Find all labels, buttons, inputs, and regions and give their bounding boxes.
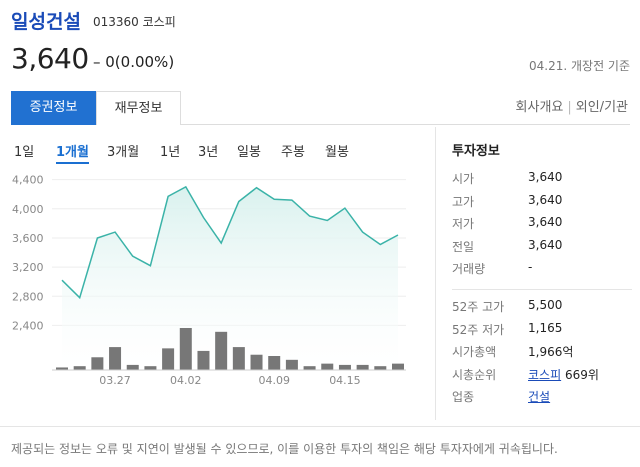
period-1m[interactable]: 1개월	[56, 141, 89, 164]
info-label: 시총순위	[452, 367, 497, 382]
y-axis-ticks: 4,400 4,000 3,600 3,200 2,800 2,400	[12, 174, 44, 333]
volume-bar	[232, 347, 245, 370]
x-tick-label: 03.27	[99, 374, 131, 387]
info-label: 거래량	[452, 262, 486, 277]
volume-bar	[126, 364, 139, 370]
company-overview-link[interactable]: 회사개요	[515, 100, 564, 115]
volume-bar	[144, 366, 157, 370]
info-label: 52주 고가	[452, 299, 505, 314]
tab-financial-info[interactable]: 재무정보	[96, 91, 181, 125]
industry-link[interactable]: 건설	[528, 390, 551, 405]
stock-code: 013360 코스피	[93, 13, 176, 30]
y-tick-label: 3,600	[12, 232, 44, 245]
investment-info-title: 투자정보	[452, 144, 500, 159]
volume-bar	[56, 367, 68, 370]
separator: |	[567, 100, 572, 115]
period-1d[interactable]: 1일	[14, 145, 35, 160]
info-row-high: 고가 3,640	[452, 193, 632, 216]
period-3m[interactable]: 3개월	[107, 145, 140, 160]
stock-code-number: 013360	[93, 15, 139, 29]
investment-info: 투자정보 시가 3,640 고가 3,640 저가 3,640 전일 3,640 거래량…	[452, 140, 632, 411]
y-tick-label: 4,400	[12, 174, 44, 187]
volume-bar	[338, 364, 351, 370]
info-value: -	[528, 260, 533, 275]
x-tick-label: 04.15	[329, 374, 361, 387]
info-value: 1,966억	[528, 345, 574, 360]
current-price: 3,640	[11, 42, 89, 75]
info-row-52w-low: 52주 저가 1,165	[452, 321, 632, 344]
date-note: 04.21. 개장전 기준	[529, 59, 630, 73]
info-label: 저가	[452, 217, 475, 232]
foreign-institution-link[interactable]: 외인/기관	[575, 100, 628, 115]
volume-bar	[91, 357, 104, 370]
volume-bars	[56, 328, 404, 370]
volume-bar	[250, 354, 263, 370]
volume-bar	[109, 347, 122, 370]
period-3y[interactable]: 3년	[198, 145, 219, 160]
volume-bar	[179, 328, 192, 370]
info-label: 시가총액	[452, 345, 497, 360]
stock-name: 일성건설	[11, 11, 81, 33]
y-tick-label: 2,400	[12, 319, 44, 332]
info-label: 고가	[452, 194, 475, 209]
info-row-industry: 업종 건설	[452, 388, 632, 411]
info-row-open: 시가 3,640	[452, 170, 632, 193]
x-axis-ticks: 03.27 04.02 04.09 04.15	[99, 374, 360, 387]
price-chart: 4,400 4,000 3,600 3,200 2,800 2,400 03.27 04.0…	[12, 174, 406, 387]
price-area-fill	[62, 186, 398, 366]
y-tick-label: 2,800	[12, 290, 44, 303]
info-label: 시가	[452, 172, 475, 186]
volume-bar	[285, 359, 298, 370]
y-tick-label: 3,200	[12, 261, 44, 274]
info-value: 3,640	[528, 215, 563, 230]
info-value: 1,165	[528, 320, 563, 335]
disclaimer: 제공되는 정보는 오류 및 지연이 발생될 수 있으므로, 이를 이용한 투자의…	[11, 442, 558, 456]
volume-bar	[215, 331, 228, 370]
stock-market: 코스피	[142, 15, 176, 29]
volume-bar	[268, 356, 281, 370]
info-row-market-cap: 시가총액 1,966억	[452, 343, 632, 366]
tab-securities-info[interactable]: 증권정보	[11, 91, 96, 125]
footer: 제공되는 정보는 오류 및 지연이 발생될 수 있으므로, 이를 이용한 투자의…	[0, 426, 640, 467]
price-change: – 0(0.00%)	[93, 53, 175, 71]
tab-links: 회사개요 | 외인/기관	[516, 91, 628, 125]
info-row-prev: 전일 3,640	[452, 238, 632, 261]
x-tick-label: 04.09	[258, 374, 290, 387]
market-link[interactable]: 코스피	[528, 367, 562, 382]
period-monthly[interactable]: 월봉	[325, 145, 349, 160]
volume-bar	[321, 363, 334, 370]
info-label: 전일	[452, 239, 475, 254]
info-separator	[452, 288, 632, 290]
info-value: 건설	[528, 388, 550, 405]
info-value: 3,640	[528, 170, 563, 184]
info-row-low: 저가 3,640	[452, 215, 632, 238]
price-line	[61, 185, 399, 300]
x-tick-label: 04.02	[170, 374, 202, 387]
period-1y[interactable]: 1년	[160, 145, 181, 160]
volume-bar	[356, 364, 369, 370]
period-weekly[interactable]: 주봉	[281, 145, 305, 160]
volume-bar	[73, 366, 86, 370]
volume-bar	[392, 363, 404, 370]
volume-bar	[197, 350, 210, 370]
volume-bar	[162, 348, 175, 370]
info-value: 5,500	[528, 297, 563, 312]
volume-bar	[374, 366, 387, 370]
info-row-rank: 시총순위 코스피 669위	[452, 366, 632, 389]
info-value: 코스피 669위	[528, 366, 599, 383]
volume-bar	[303, 366, 316, 370]
tab-bar: 증권정보 재무정보 회사개요 | 외인/기관	[11, 91, 630, 125]
info-row-52w-high: 52주 고가 5,500	[452, 298, 632, 321]
period-daily[interactable]: 일봉	[237, 145, 261, 160]
info-label: 52주 저가	[452, 322, 505, 337]
y-tick-label: 4,000	[12, 203, 44, 216]
info-row-volume: 거래량 -	[452, 260, 632, 283]
divider	[435, 127, 436, 420]
info-value: 3,640	[528, 237, 563, 252]
info-label: 업종	[452, 390, 475, 405]
info-value: 3,640	[528, 192, 563, 207]
rank-value: 669위	[564, 367, 599, 382]
